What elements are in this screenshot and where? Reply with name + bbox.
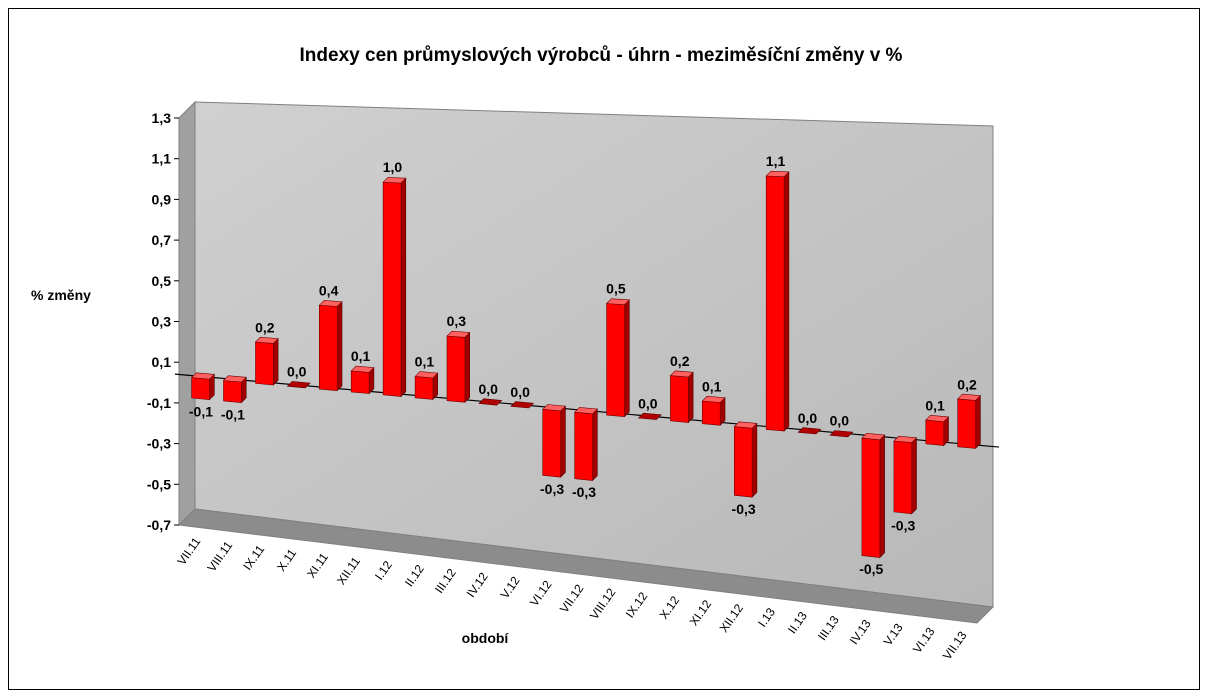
data-label: 0,1 (702, 378, 722, 394)
bar (925, 414, 950, 447)
bar (861, 432, 886, 559)
x-tick-label: III.12 (432, 566, 459, 596)
data-label: 0,1 (415, 354, 435, 370)
bar (542, 404, 567, 478)
x-tick-label: X.11 (274, 546, 299, 574)
bar (478, 398, 503, 406)
bar (605, 298, 630, 418)
x-tick-label: IV.13 (847, 617, 874, 647)
data-label: 1,0 (383, 159, 403, 175)
data-label: 0,0 (479, 381, 499, 397)
bar (318, 300, 343, 392)
data-label: 0,0 (798, 410, 818, 426)
x-tick-label: I.12 (372, 558, 395, 583)
floor (177, 508, 995, 624)
bar (669, 370, 694, 424)
x-tick-label: IX.12 (623, 589, 651, 620)
data-label: 0,1 (925, 397, 945, 413)
x-tick-label: XII.12 (717, 601, 747, 635)
x-tick-label: VIII.11 (204, 538, 235, 574)
bar (701, 395, 726, 427)
x-tick-label: V.13 (881, 621, 906, 649)
y-tick-label: 1,3 (152, 110, 172, 126)
y-tick-label: -0,1 (147, 395, 171, 411)
y-tick-label: 0,5 (152, 273, 172, 289)
bar (957, 393, 982, 450)
x-tick-label: VI.12 (527, 578, 555, 609)
data-label: 0,0 (830, 413, 850, 429)
bar (254, 336, 279, 386)
y-tick-label: 1,1 (152, 151, 172, 167)
x-tick-label: VI.13 (910, 625, 938, 656)
data-label: 0,0 (287, 364, 307, 380)
data-label: 0,0 (638, 395, 658, 411)
data-label: -0,3 (891, 517, 915, 533)
bar (222, 375, 247, 404)
bar (765, 170, 790, 432)
x-tick-label: VIII.12 (587, 585, 619, 622)
bar (574, 407, 598, 482)
y-tick-label: -0,5 (147, 476, 171, 492)
data-label: 0,2 (957, 376, 977, 392)
bar (637, 412, 662, 420)
x-tick-label: VII.11 (174, 534, 203, 567)
bar (733, 421, 758, 498)
bar (350, 365, 375, 395)
bar (893, 435, 918, 515)
data-label: -0,3 (732, 501, 756, 517)
data-label: -0,3 (572, 484, 596, 500)
x-tick-label: VII.12 (557, 581, 587, 615)
data-label: 0,4 (319, 282, 339, 298)
bar (382, 177, 407, 398)
chart-title: Indexy cen průmyslových výrobců - úhrn -… (300, 45, 903, 66)
chart-frame: 1,3 1,1 0,9 0,7 0,5 0,3 0,1 -0,1 -0,3 -0,5 -0,7 VI… (8, 8, 1200, 690)
y-tick-label: 0,7 (152, 232, 172, 248)
bar (446, 330, 471, 404)
chart: 1,3 1,1 0,9 0,7 0,5 0,3 0,1 -0,1 -0,3 -0,5 -0,7 VI… (31, 45, 1000, 662)
data-label: 0,2 (670, 353, 690, 369)
x-tick-label: IV.12 (464, 570, 491, 600)
bar (510, 401, 535, 409)
x-tick-label: II.12 (402, 562, 427, 589)
bar (797, 427, 822, 435)
data-label: 0,1 (351, 348, 371, 364)
data-label: 0,5 (606, 281, 626, 297)
y-tick-label: -0,3 (147, 436, 171, 452)
x-tick-label: X.12 (657, 593, 683, 622)
data-label: 0,0 (510, 384, 530, 400)
data-label: 0,2 (255, 319, 275, 335)
x-tick-label: XI.12 (687, 597, 715, 628)
data-label: -0,1 (189, 403, 213, 419)
data-label: 0,3 (447, 313, 467, 329)
data-label: -0,5 (859, 561, 883, 577)
bar (286, 381, 311, 389)
x-tick-label: VII.13 (940, 628, 970, 662)
x-tick-label: II.13 (785, 609, 810, 636)
bar (414, 371, 439, 401)
x-tick-label: III.13 (815, 613, 842, 643)
x-tick-label: I.13 (755, 605, 778, 630)
data-label: -0,3 (540, 481, 564, 497)
bar (829, 430, 854, 438)
x-tick-label: IX.11 (240, 542, 267, 573)
data-label: -0,1 (221, 406, 245, 422)
y-tick-label: 0,9 (152, 191, 172, 207)
y-tick-label: -0,7 (147, 517, 171, 533)
x-tick-label: XII.11 (334, 554, 363, 587)
side-wall (178, 100, 196, 527)
data-label: 1,1 (766, 153, 786, 169)
x-tick-label: V.12 (498, 574, 523, 602)
bar (190, 372, 215, 401)
x-axis-label: období (462, 630, 510, 646)
y-tick-label: 0,3 (152, 314, 172, 330)
y-axis-label: % změny (31, 287, 91, 303)
y-tick-label: 0,1 (152, 354, 172, 370)
x-tick-label: XI.11 (304, 550, 331, 581)
